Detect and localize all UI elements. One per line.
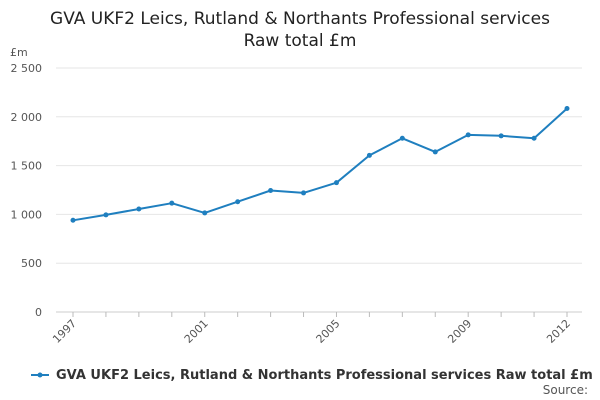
data-point[interactable] — [465, 132, 471, 138]
data-point[interactable] — [432, 149, 438, 155]
data-point[interactable] — [169, 200, 175, 206]
y-axis-label: £m — [10, 46, 28, 59]
data-point[interactable] — [235, 199, 241, 205]
data-point[interactable] — [399, 135, 405, 141]
chart-subtitle: Raw total £m — [243, 31, 357, 51]
x-tick-label: 1997 — [50, 317, 79, 346]
data-point[interactable] — [301, 190, 307, 196]
data-point[interactable] — [498, 133, 504, 139]
data-point[interactable] — [268, 187, 274, 193]
x-tick-label: 2012 — [544, 317, 573, 346]
source-label: Source: — [542, 383, 588, 397]
line-chart: 0 500 1 000 1 500 2 000 2 500 1997 2001 2005 2009… — [10, 46, 582, 346]
y-tick-label: 500 — [21, 257, 42, 270]
legend-line-marker-icon — [31, 372, 49, 378]
x-tick-label: 2009 — [445, 317, 474, 346]
x-tick-label: 2001 — [182, 317, 211, 346]
data-point[interactable] — [202, 210, 208, 216]
x-tick-label: 2005 — [314, 317, 343, 346]
data-point[interactable] — [103, 212, 109, 218]
series-layer — [70, 106, 570, 223]
gridlines — [56, 67, 582, 313]
chart-title: GVA UKF2 Leics, Rutland & Northants Prof… — [50, 9, 550, 29]
legend[interactable]: GVA UKF2 Leics, Rutland & Northants Prof… — [30, 366, 593, 384]
axes: 0 500 1 000 1 500 2 000 2 500 1997 2001 2005 2009… — [11, 62, 574, 346]
y-tick-label: 2 500 — [11, 62, 43, 75]
series-line — [72, 107, 568, 222]
y-tick-label: 1 500 — [11, 160, 43, 173]
data-point[interactable] — [564, 106, 570, 112]
data-point[interactable] — [531, 135, 537, 141]
data-point[interactable] — [333, 180, 339, 186]
legend-label: GVA UKF2 Leics, Rutland & Northants Prof… — [56, 367, 593, 383]
y-tick-label: 1 000 — [11, 208, 43, 221]
data-point[interactable] — [366, 152, 372, 158]
y-tick-label: 0 — [35, 306, 42, 319]
chart-title-block: GVA UKF2 Leics, Rutland & Northants Prof… — [0, 8, 600, 52]
data-point[interactable] — [136, 206, 142, 212]
data-point[interactable] — [70, 217, 76, 223]
y-tick-label: 2 000 — [11, 111, 43, 124]
